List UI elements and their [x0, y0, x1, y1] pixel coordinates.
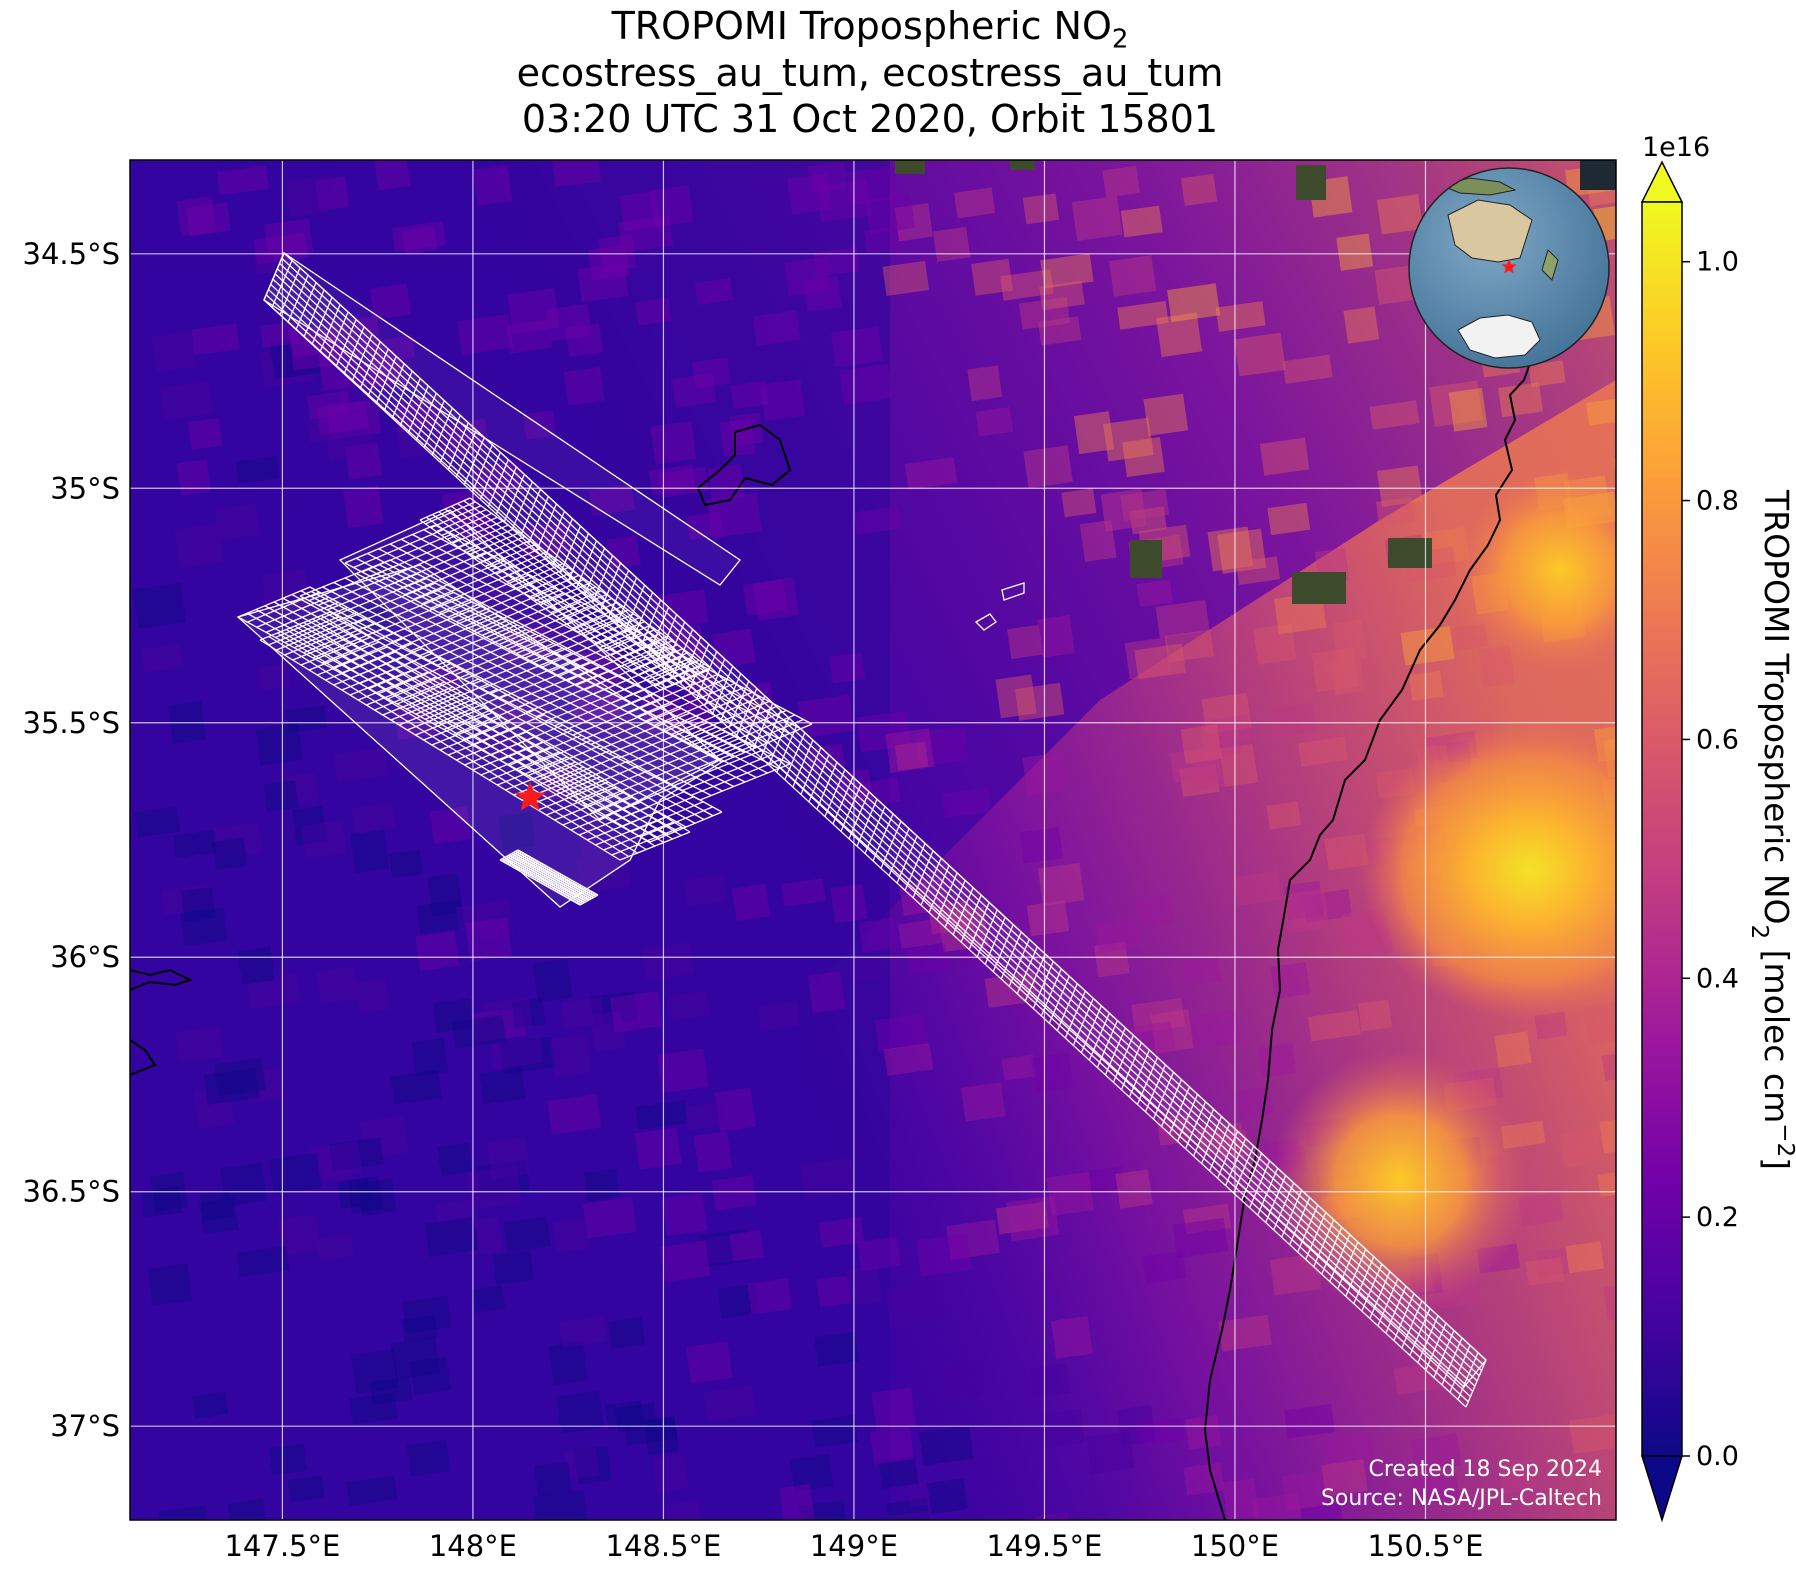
colorbar-tick-label: 0.4 [1696, 963, 1739, 994]
cloud-gap-patches [895, 160, 1616, 604]
lon-tick-label: 148°E [429, 1529, 517, 1563]
lon-tick-label: 150.5°E [1368, 1529, 1484, 1563]
title-line-1: TROPOMI Tropospheric NO2 [611, 4, 1129, 55]
colorbar-tick-label: 0.6 [1696, 724, 1739, 755]
source-credit: Source: NASA/JPL-Caltech [1321, 1486, 1602, 1511]
colorbar-tick-label: 0.2 [1696, 1202, 1739, 1233]
colorbar-tick-label: 1.0 [1696, 247, 1739, 278]
colorbar-tick-label: 0.0 [1696, 1441, 1739, 1472]
created-credit: Created 18 Sep 2024 [1369, 1457, 1603, 1482]
graticule [130, 160, 1616, 1520]
map-frame [129, 159, 1617, 1521]
globe-inset-icon [1408, 167, 1610, 369]
lon-tick-label: 148.5°E [606, 1529, 722, 1563]
lon-tick-labels: 147.5°E 148°E 148.5°E 149°E 149.5°E 150°E 150.… [224, 1529, 1483, 1563]
lon-tick-label: 149°E [810, 1529, 898, 1563]
footprint-overlays [236, 251, 1487, 1408]
lon-tick-label: 149.5°E [987, 1529, 1103, 1563]
colorbar-tick-label: 0.8 [1696, 486, 1739, 517]
lat-tick-label: 34.5°S [23, 237, 120, 271]
lat-tick-labels: 34.5°S 35°S 35.5°S 36°S 36.5°S 37°S [23, 237, 120, 1443]
lat-tick-label: 35°S [50, 471, 120, 505]
title-line-2: ecostress_au_tum, ecostress_au_tum [516, 51, 1224, 95]
colorbar-ramp [1641, 201, 1683, 1457]
lat-tick-label: 36.5°S [23, 1175, 120, 1209]
swath-scene-cluster [236, 497, 813, 908]
lat-tick-label: 37°S [50, 1409, 120, 1443]
swath-long-footprint [263, 251, 1487, 1408]
lon-tick-label: 150°E [1191, 1529, 1279, 1563]
red-star-icon [514, 781, 546, 811]
colorbar-label: TROPOMI Tropospheric NO2 [molec cm−2] [1746, 489, 1796, 1170]
lat-tick-label: 36°S [50, 940, 120, 974]
colorbar-multiplier: 1e16 [1642, 132, 1710, 163]
no2-heatmap [130, 160, 1616, 1520]
site-marker [514, 781, 546, 811]
lon-tick-label: 147.5°E [224, 1529, 340, 1563]
coastline [130, 357, 1533, 1520]
lat-tick-label: 35.5°S [23, 706, 120, 740]
colorbar: 1e16 0.0 0.2 0.4 0.6 0.8 1.0 TROPOMI Troposph… [1640, 132, 1796, 1523]
title-line-3: 03:20 UTC 31 Oct 2020, Orbit 15801 [521, 97, 1219, 141]
colorbar-extend-min [1640, 1455, 1684, 1523]
colorbar-extend-max [1640, 160, 1684, 203]
